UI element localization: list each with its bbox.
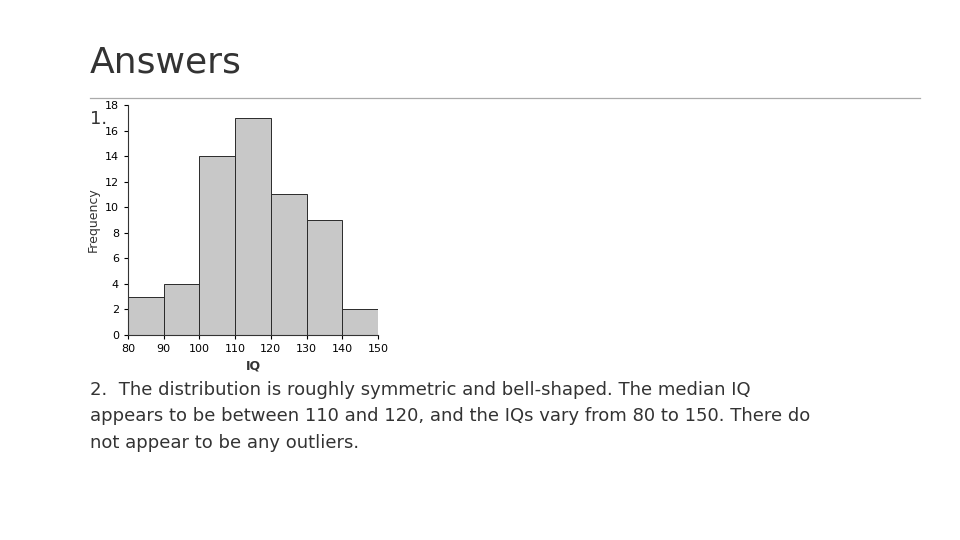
Text: 1.: 1. bbox=[90, 110, 108, 128]
Bar bbox=[235, 118, 271, 335]
Bar bbox=[343, 309, 378, 335]
X-axis label: IQ: IQ bbox=[246, 360, 260, 373]
Bar bbox=[306, 220, 343, 335]
Text: 2.  The distribution is roughly symmetric and bell-shaped. The median IQ
appears: 2. The distribution is roughly symmetric… bbox=[90, 381, 810, 451]
Bar bbox=[271, 194, 306, 335]
Y-axis label: Frequency: Frequency bbox=[86, 187, 99, 252]
Bar bbox=[164, 284, 200, 335]
Bar bbox=[128, 296, 164, 335]
Text: Answers: Answers bbox=[90, 45, 242, 79]
Bar bbox=[200, 156, 235, 335]
